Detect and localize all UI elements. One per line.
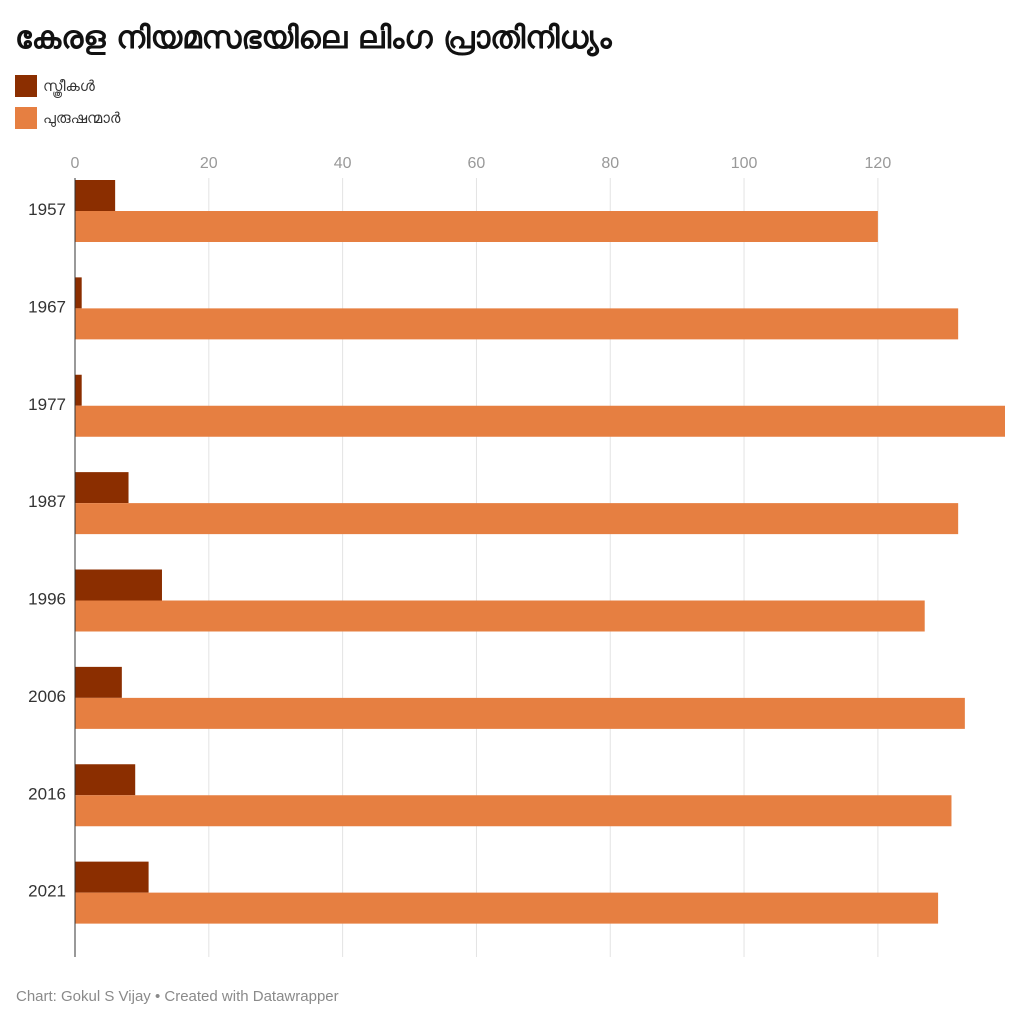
- x-tick-label-0: 0: [71, 155, 80, 172]
- x-tick-label-100: 100: [731, 155, 758, 172]
- category-label-1967: 1967: [28, 297, 66, 316]
- category-label-2006: 2006: [28, 687, 66, 706]
- bar-men-2006: [75, 697, 965, 729]
- legend-label-women: സ്ത്രീകൾ: [43, 77, 95, 95]
- legend-item-women: സ്ത്രീകൾ: [15, 74, 120, 98]
- bar-men-2016: [75, 795, 952, 827]
- bar-women-2006: [75, 666, 122, 698]
- x-tick-label-40: 40: [334, 155, 352, 172]
- x-axis-ticks: 0 20 40 60 80 100 120: [71, 155, 892, 172]
- bar-women-1996: [75, 569, 162, 601]
- legend: സ്ത്രീകൾ പുരുഷന്മാർ: [15, 74, 120, 138]
- bar-men-1977: [75, 405, 1005, 437]
- category-label-1996: 1996: [28, 590, 66, 609]
- legend-swatch-men: [15, 107, 37, 129]
- bar-women-2016: [75, 764, 136, 796]
- bars: [75, 180, 1005, 924]
- x-tick-label-60: 60: [468, 155, 486, 172]
- bar-men-1967: [75, 308, 959, 340]
- bar-men-1957: [75, 211, 878, 242]
- x-tick-label-80: 80: [601, 155, 619, 172]
- x-tick-label-20: 20: [200, 155, 218, 172]
- category-label-1957: 1957: [28, 200, 66, 219]
- legend-item-men: പുരുഷന്മാർ: [15, 106, 120, 130]
- chart-title: കേരള നിയമസഭയിലെ ലിംഗ പ്രാതിനിധ്യം: [15, 20, 612, 56]
- x-tick-label-120: 120: [865, 155, 892, 172]
- bar-women-1987: [75, 472, 129, 504]
- chart-credit: Chart: Gokul S Vijay • Created with Data…: [16, 988, 339, 1005]
- gridlines: [74, 178, 879, 957]
- category-label-2016: 2016: [28, 784, 66, 803]
- legend-swatch-women: [15, 75, 37, 97]
- bar-men-2021: [75, 892, 939, 924]
- category-labels: 1957 1967 1977 1987 1996 2006 2016 2021: [28, 200, 66, 901]
- category-label-1977: 1977: [28, 395, 66, 414]
- bar-women-1967: [75, 277, 82, 309]
- bar-men-1987: [75, 503, 959, 535]
- legend-label-men: പുരുഷന്മാർ: [43, 109, 121, 127]
- bar-men-1996: [75, 600, 925, 632]
- category-label-1987: 1987: [28, 492, 66, 511]
- bar-women-2021: [75, 861, 149, 893]
- category-label-2021: 2021: [28, 882, 66, 901]
- bar-women-1977: [75, 374, 82, 406]
- bar-women-1957: [75, 180, 116, 211]
